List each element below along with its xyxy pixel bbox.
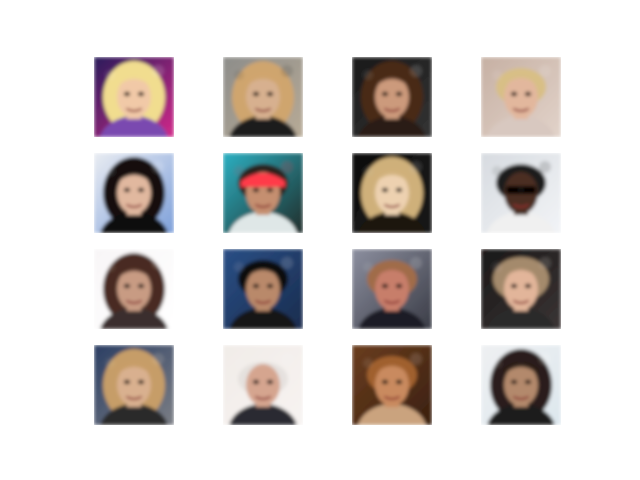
- portrait-tile: [481, 153, 561, 233]
- portrait-image: [94, 249, 174, 329]
- portrait-image: [223, 249, 303, 329]
- portrait-tile: [223, 249, 303, 329]
- portrait-tile: [94, 249, 174, 329]
- portrait-tile: [481, 249, 561, 329]
- portrait-tile: [481, 345, 561, 425]
- portrait-tile: [94, 57, 174, 137]
- image-grid: [94, 57, 564, 427]
- portrait-image: [352, 153, 432, 233]
- portrait-tile: [352, 57, 432, 137]
- portrait-image: [94, 57, 174, 137]
- portrait-image: [352, 249, 432, 329]
- portrait-tile: [223, 153, 303, 233]
- portrait-image: [352, 57, 432, 137]
- portrait-image: [481, 249, 561, 329]
- portrait-image: [481, 345, 561, 425]
- portrait-tile: [352, 153, 432, 233]
- portrait-image: [94, 153, 174, 233]
- portrait-tile: [481, 57, 561, 137]
- portrait-image: [481, 153, 561, 233]
- portrait-image: [223, 57, 303, 137]
- portrait-image: [223, 153, 303, 233]
- portrait-tile: [352, 345, 432, 425]
- portrait-tile: [223, 345, 303, 425]
- portrait-tile: [94, 153, 174, 233]
- portrait-image: [481, 57, 561, 137]
- portrait-image: [94, 345, 174, 425]
- portrait-tile: [352, 249, 432, 329]
- portrait-tile: [223, 57, 303, 137]
- portrait-tile: [94, 345, 174, 425]
- portrait-image: [223, 345, 303, 425]
- portrait-image: [352, 345, 432, 425]
